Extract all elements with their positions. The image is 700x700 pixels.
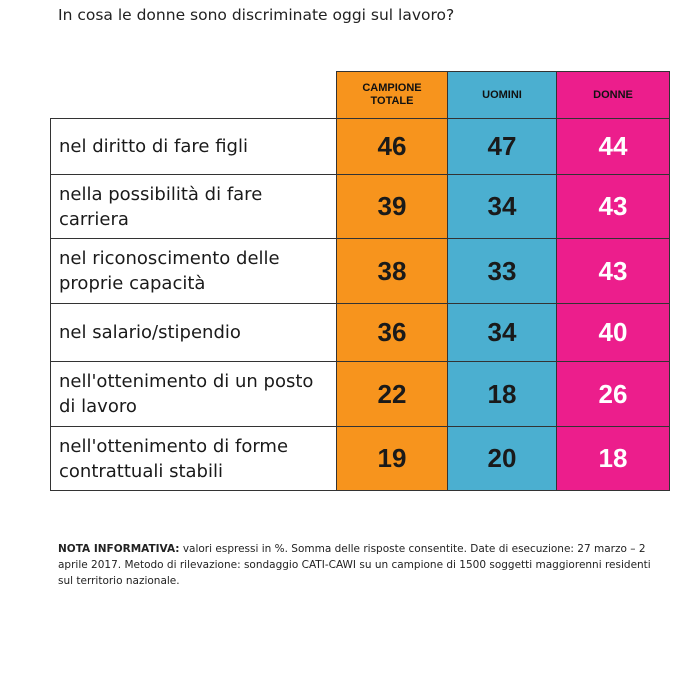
row-label: nell'ottenimento di un posto di lavoro <box>50 361 337 427</box>
header-blank-cell <box>51 72 337 119</box>
table-row: nella possibilità di fare carriera 39 34 43 <box>50 174 670 239</box>
value-cell: 34 <box>447 303 557 362</box>
row-label: nel salario/stipendio <box>50 303 337 362</box>
column-header: UOMINI <box>447 71 557 119</box>
column-header: DONNE <box>556 71 670 119</box>
value-cell: 34 <box>447 174 557 239</box>
table-row: nell'ottenimento di forme contrattuali st… <box>50 426 670 491</box>
column-header-text: UOMINI <box>482 88 522 101</box>
footnote-label: NOTA INFORMATIVA: <box>58 543 180 555</box>
row-label-line: nel salario/stipendio <box>59 322 241 343</box>
value-cell: 46 <box>336 118 448 175</box>
page-title: In cosa le donne sono discriminate oggi … <box>58 6 455 24</box>
header-row: CAMPIONE TOTALE UOMINI DONNE <box>51 71 670 119</box>
footnote-line: aprile 2017. Metodo di rilevazione: sond… <box>58 559 651 571</box>
row-label: nel riconoscimento delle proprie capacità <box>50 238 337 304</box>
value-cell: 43 <box>556 174 670 239</box>
row-label-line: nell'ottenimento di un posto <box>59 371 314 392</box>
row-label-line: proprie capacità <box>59 273 206 294</box>
value-cell: 19 <box>336 426 448 491</box>
value-cell: 38 <box>336 238 448 304</box>
column-header: CAMPIONE TOTALE <box>336 71 448 119</box>
row-label: nel diritto di fare figli <box>50 118 337 175</box>
table-row: nel diritto di fare figli 46 47 44 <box>50 118 670 175</box>
value-cell: 20 <box>447 426 557 491</box>
value-cell: 44 <box>556 118 670 175</box>
value-cell: 33 <box>447 238 557 304</box>
row-label-line: carriera <box>59 208 129 230</box>
column-header-text: DONNE <box>593 88 633 101</box>
row-label-line: nella possibilità di fare <box>59 183 263 205</box>
value-cell: 40 <box>556 303 670 362</box>
value-cell: 36 <box>336 303 448 362</box>
row-label-line: contrattuali stabili <box>59 460 223 482</box>
value-cell: 47 <box>447 118 557 175</box>
row-label: nella possibilità di fare carriera <box>50 174 337 239</box>
results-table: CAMPIONE TOTALE UOMINI DONNE nel diritto … <box>50 71 670 491</box>
row-label-line: di lavoro <box>59 396 137 417</box>
row-label-line: nel riconoscimento delle <box>59 248 280 269</box>
table-row: nel riconoscimento delle proprie capacità… <box>50 238 670 304</box>
value-cell: 43 <box>556 238 670 304</box>
column-header-text: TOTALE <box>370 95 414 107</box>
value-cell: 18 <box>556 426 670 491</box>
column-header-text: CAMPIONE <box>362 82 422 94</box>
row-label: nell'ottenimento di forme contrattuali st… <box>50 426 337 491</box>
footnote-line: sul territorio nazionale. <box>58 575 180 587</box>
footnote: NOTA INFORMATIVA: valori espressi in %. … <box>58 541 658 589</box>
row-label-line: nel diritto di fare figli <box>59 136 248 157</box>
value-cell: 39 <box>336 174 448 239</box>
table-row: nel salario/stipendio 36 34 40 <box>50 303 670 362</box>
value-cell: 26 <box>556 361 670 427</box>
value-cell: 18 <box>447 361 557 427</box>
value-cell: 22 <box>336 361 448 427</box>
table-row: nell'ottenimento di un posto di lavoro 22 1… <box>50 361 670 427</box>
footnote-line: valori espressi in %. Somma delle rispos… <box>179 543 646 555</box>
row-label-line: nell'ottenimento di forme <box>59 435 289 457</box>
